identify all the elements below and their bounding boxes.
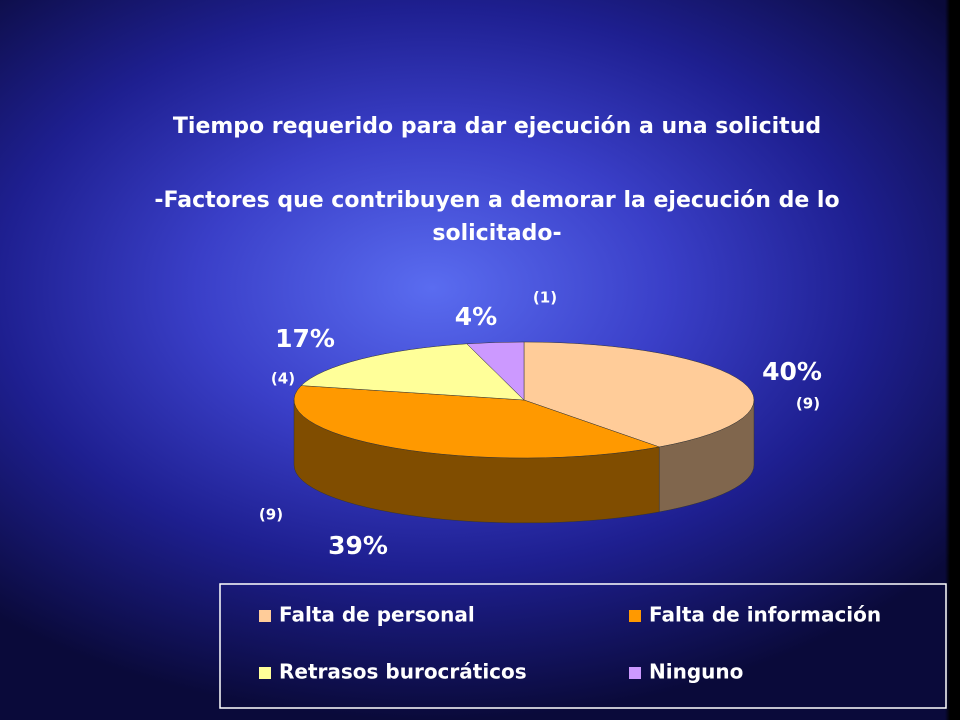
legend-swatch <box>629 667 641 679</box>
legend-swatch <box>629 610 641 622</box>
legend-box <box>219 583 947 709</box>
count-label: (4) <box>271 370 295 388</box>
legend-label: Retrasos burocráticos <box>279 660 527 684</box>
value-label: 40% <box>762 357 822 386</box>
value-label: 17% <box>275 324 335 353</box>
chart-subtitle: -Factores que contribuyen a demorar la e… <box>154 188 840 246</box>
legend-label: Falta de personal <box>279 603 475 627</box>
count-label: (9) <box>259 506 283 524</box>
legend-label: Ninguno <box>649 660 743 684</box>
legend-label: Falta de información <box>649 603 881 627</box>
count-label: (1) <box>533 289 557 307</box>
count-label: (9) <box>796 395 820 413</box>
value-label: 4% <box>455 302 497 331</box>
chart-title: Tiempo requerido para dar ejecución a un… <box>172 114 822 139</box>
pie-slice <box>300 343 525 401</box>
legend-swatch <box>259 610 271 622</box>
value-label: 39% <box>328 531 388 560</box>
pie-slice <box>523 341 755 448</box>
pie-slice <box>293 385 661 459</box>
legend-swatch <box>259 667 271 679</box>
pie-slice <box>466 341 525 401</box>
